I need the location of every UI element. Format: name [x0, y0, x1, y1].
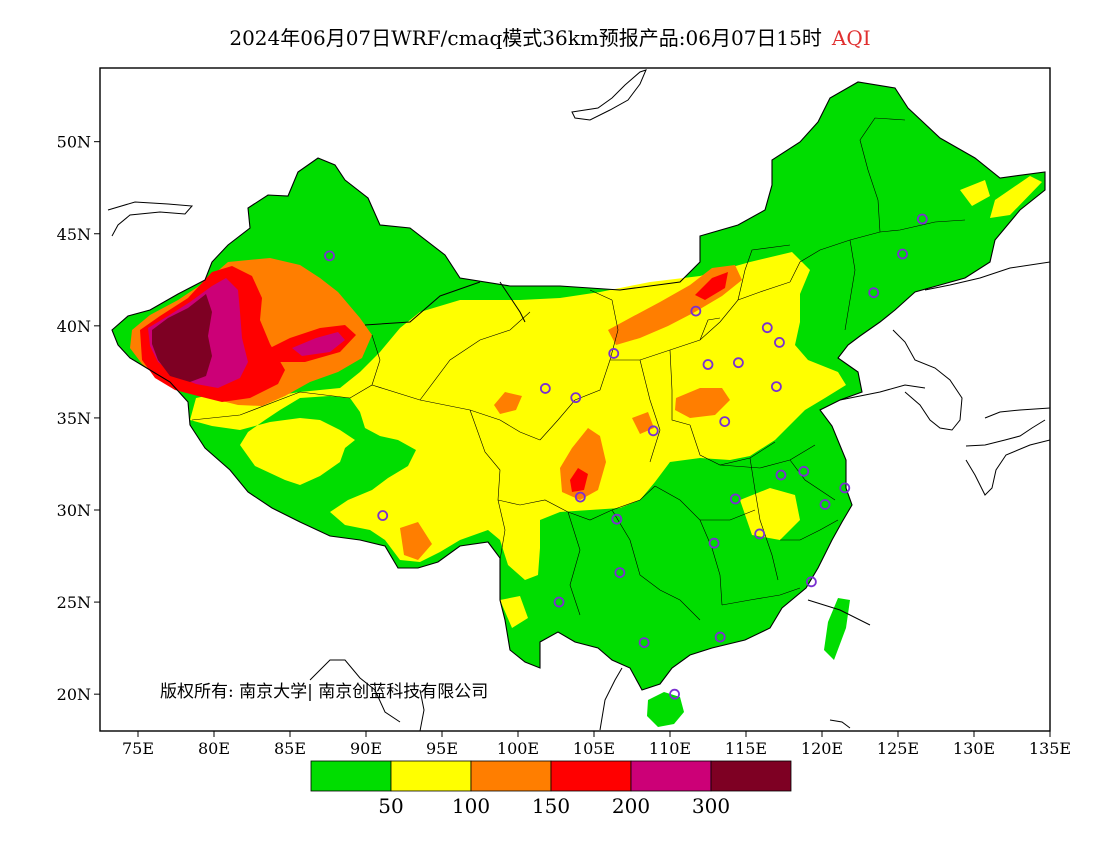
lon-tick-label: 75E — [122, 739, 154, 758]
station-marker — [539, 383, 551, 394]
station-marker — [714, 631, 726, 643]
other-coastlines — [107, 69, 1050, 731]
lon-tick-label: 90E — [350, 739, 382, 758]
station-marker — [761, 322, 773, 334]
region-very-unhealthy — [292, 332, 345, 356]
station-marker — [839, 482, 851, 494]
station-markers — [324, 213, 928, 700]
station-marker — [771, 381, 782, 393]
lon-tick-label: 120E — [801, 739, 843, 758]
lon-tick-label: 110E — [649, 739, 691, 758]
lon-tick-label: 130E — [953, 739, 995, 758]
lon-tick-label: 125E — [877, 739, 919, 758]
station-marker — [729, 493, 741, 505]
lon-tick-label: 105E — [573, 739, 615, 758]
station-marker — [611, 513, 623, 525]
province-boundaries — [191, 117, 966, 621]
color-legend: 50 100 150 200 300 — [310, 760, 792, 818]
station-marker — [719, 416, 731, 428]
station-marker — [690, 305, 702, 317]
national-border — [111, 81, 1046, 691]
station-marker — [553, 596, 565, 608]
region-usg — [675, 388, 730, 418]
latitude-axis: 20N 25N 30N 35N 40N 45N 50N — [57, 133, 100, 704]
region-moderate — [500, 596, 528, 628]
lat-tick-label: 35N — [57, 409, 91, 428]
legend-swatch — [710, 760, 792, 792]
station-marker — [702, 359, 714, 370]
region-hazardous — [152, 294, 212, 382]
station-marker — [614, 567, 626, 579]
national-border — [364, 281, 526, 326]
legend-label: 100 — [452, 794, 490, 818]
station-marker — [638, 637, 650, 648]
lon-tick-label: 80E — [198, 739, 230, 758]
legend-swatch — [390, 760, 472, 792]
lat-tick-label: 30N — [57, 501, 91, 520]
title-variable: AQI — [831, 26, 871, 50]
lon-tick-label: 115E — [725, 739, 767, 758]
region-moderate — [740, 488, 800, 540]
legend-label: 150 — [532, 794, 570, 818]
station-marker — [574, 491, 586, 503]
lat-tick-label: 40N — [57, 317, 91, 336]
lon-tick-label: 100E — [497, 739, 539, 758]
station-marker — [324, 250, 335, 262]
legend-swatch — [310, 760, 392, 792]
station-marker — [377, 510, 389, 521]
station-marker — [708, 537, 720, 549]
longitude-axis: 75E 80E 85E 90E 95E 100E 105E 110E 115E 120E 125E 1… — [122, 731, 1071, 758]
copyright-text: 版权所有: 南京大学| 南京创蓝科技有限公司 — [160, 682, 488, 702]
map-layers — [107, 69, 1050, 731]
lon-tick-label: 135E — [1029, 739, 1071, 758]
legend-swatch — [550, 760, 632, 792]
region-moderate — [990, 176, 1042, 218]
station-marker — [774, 337, 785, 348]
lon-tick-label: 85E — [274, 739, 306, 758]
region-moderate — [190, 252, 846, 580]
station-marker — [647, 425, 659, 437]
station-marker — [669, 688, 680, 700]
station-marker — [775, 469, 787, 481]
region-unhealthy — [695, 272, 728, 300]
region-usg — [400, 522, 432, 560]
lat-tick-label: 20N — [57, 685, 91, 704]
station-marker — [798, 465, 810, 477]
region-good — [647, 692, 684, 727]
station-marker — [819, 499, 831, 510]
legend-swatch — [470, 760, 552, 792]
lat-tick-label: 50N — [57, 133, 91, 152]
legend-label: 300 — [692, 794, 730, 818]
station-marker — [608, 348, 620, 359]
lon-tick-label: 95E — [426, 739, 458, 758]
station-marker — [868, 287, 880, 299]
title-text: 2024年06月07日WRF/cmaq模式36km预报产品:06月07日15时 — [229, 26, 822, 50]
station-marker — [733, 357, 744, 369]
station-marker — [897, 248, 908, 260]
region-unhealthy — [570, 468, 588, 492]
region-moderate — [960, 180, 990, 206]
lat-tick-label: 45N — [57, 225, 91, 244]
lat-tick-label: 25N — [57, 593, 91, 612]
station-marker — [916, 213, 928, 225]
region-good — [824, 598, 850, 660]
station-marker — [570, 392, 582, 404]
map-frame — [99, 67, 1051, 732]
region-usg — [494, 392, 522, 414]
station-marker — [805, 576, 817, 588]
legend-label: 50 — [378, 794, 403, 818]
legend-swatch — [630, 760, 712, 792]
legend-label: 200 — [612, 794, 650, 818]
map-title: 2024年06月07日WRF/cmaq模式36km预报产品:06月07日15时 A… — [0, 22, 1100, 51]
station-marker — [754, 528, 766, 540]
